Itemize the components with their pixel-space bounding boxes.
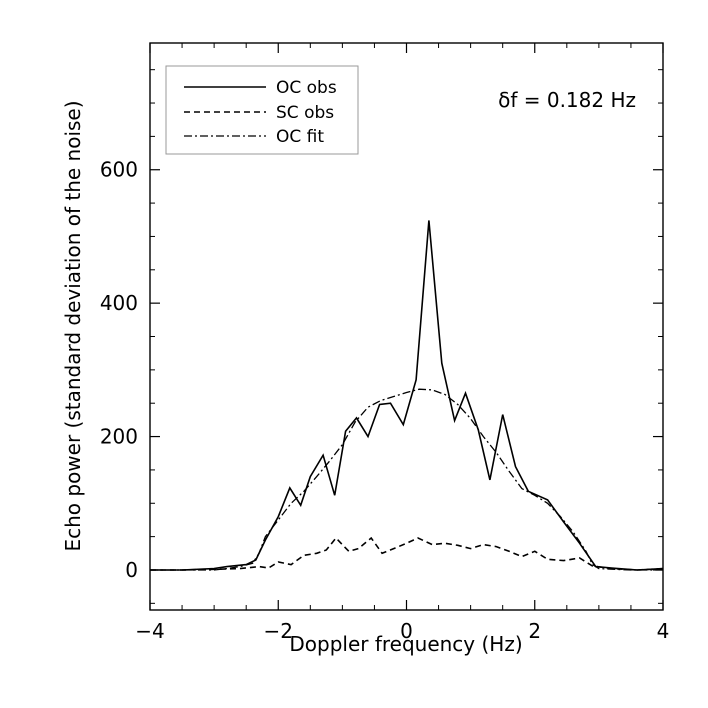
series-line-sc-obs: [150, 536, 664, 571]
y-tick-label: 0: [125, 558, 138, 582]
legend-label-oc-obs: OC obs: [276, 78, 337, 98]
y-axis-label: Echo power (standard deviation of the no…: [61, 100, 85, 551]
legend-label-sc-obs: SC obs: [276, 103, 334, 123]
series-layer: [150, 220, 664, 571]
legend: OC obs SC obs OC fit: [165, 65, 359, 155]
x-tick-label: 2: [528, 619, 541, 643]
delta-f-annotation: δf = 0.182 Hz: [498, 88, 636, 112]
x-axis-label: Doppler frequency (Hz): [289, 632, 522, 656]
x-tick-label: 4: [657, 619, 670, 643]
legend-box: [165, 65, 359, 155]
x-tick-label: −4: [135, 619, 164, 643]
x-tick-label: −2: [264, 619, 293, 643]
y-tick-label: 200: [100, 425, 138, 449]
y-tick-label: 600: [100, 158, 138, 182]
series-line-oc-obs: [150, 220, 664, 571]
legend-label-oc-fit: OC fit: [276, 127, 324, 147]
ticks-layer: −4 −2 0 2 4 0 200 400 600: [100, 43, 670, 643]
series-line-oc-fit: [150, 388, 663, 571]
y-tick-label: 400: [100, 291, 138, 315]
x-tick-label: 0: [400, 619, 413, 643]
